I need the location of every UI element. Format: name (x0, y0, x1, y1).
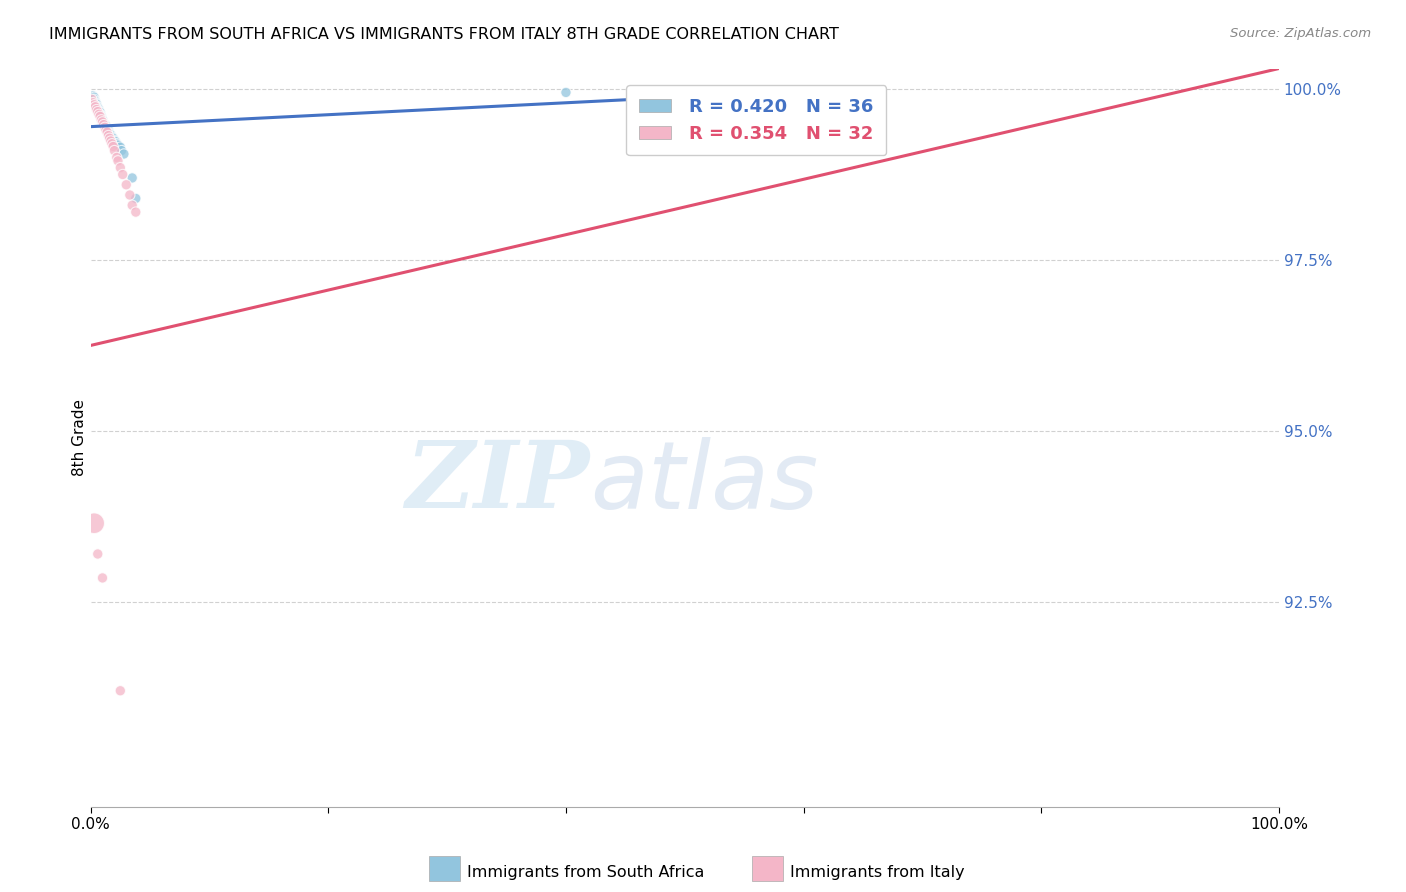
Text: Source: ZipAtlas.com: Source: ZipAtlas.com (1230, 27, 1371, 40)
Text: Immigrants from Italy: Immigrants from Italy (790, 865, 965, 880)
Point (107, 138, 129, 153)
Text: IMMIGRANTS FROM SOUTH AFRICA VS IMMIGRANTS FROM ITALY 8TH GRADE CORRELATION CHAR: IMMIGRANTS FROM SOUTH AFRICA VS IMMIGRAN… (49, 27, 839, 42)
Point (90, 109, 112, 123)
Point (111, 168, 134, 182)
Point (98, 127, 121, 141)
Point (94, 123, 117, 137)
Point (87, 101, 110, 115)
Point (125, 191, 148, 205)
Point (110, 140, 132, 154)
Point (100, 134, 122, 148)
Point (118, 188, 141, 202)
Point (91, 571, 114, 585)
Point (91, 112, 114, 127)
Point (112, 147, 135, 161)
Point (80, 92, 103, 106)
Point (82, 95, 104, 110)
Point (90, 112, 112, 127)
Legend: R = 0.420   N = 36, R = 0.354   N = 32: R = 0.420 N = 36, R = 0.354 N = 32 (626, 85, 886, 155)
Point (87, 103, 110, 118)
Point (101, 129, 124, 144)
Point (94, 120, 117, 135)
Point (121, 170, 143, 185)
Y-axis label: 8th Grade: 8th Grade (72, 400, 87, 476)
Point (103, 144, 125, 158)
Point (91, 115, 114, 129)
Point (87, 103, 110, 117)
Point (110, 683, 132, 698)
Point (121, 198, 143, 212)
Point (93, 118, 115, 132)
Point (110, 144, 132, 158)
Point (84, 95, 107, 110)
Point (83, 516, 105, 531)
Point (103, 131, 125, 145)
Point (89, 107, 111, 121)
Point (94, 119, 117, 133)
Point (94, 118, 117, 132)
Point (115, 178, 138, 192)
Point (89, 105, 111, 120)
Point (87, 107, 110, 121)
Point (93, 116, 115, 130)
Point (84, 100, 107, 114)
Point (83, 97, 105, 112)
Text: atlas: atlas (589, 436, 818, 527)
Text: Immigrants from South Africa: Immigrants from South Africa (467, 865, 704, 880)
Point (97, 128, 120, 143)
Point (97, 123, 120, 137)
Point (125, 205, 148, 219)
Point (87, 104, 110, 119)
Point (90, 111, 112, 125)
Point (89, 109, 111, 123)
Point (84, 95, 107, 109)
Point (105, 136, 128, 151)
Point (98, 131, 121, 145)
Point (96, 125, 118, 139)
Point (96, 121, 118, 136)
Point (105, 150, 128, 164)
Point (86, 99, 108, 113)
Point (101, 136, 124, 151)
Point (83, 92, 105, 106)
Point (86, 103, 108, 117)
Point (83, 90, 105, 104)
Point (97, 124, 120, 138)
Point (86, 97, 108, 112)
Text: ZIP: ZIP (405, 437, 589, 527)
Point (87, 547, 110, 561)
Point (107, 153, 129, 168)
Point (91, 115, 114, 129)
Point (103, 133, 125, 147)
Point (110, 161, 132, 175)
Point (100, 128, 122, 142)
Point (103, 139, 125, 153)
Point (555, 86, 578, 100)
Point (104, 135, 127, 149)
Point (82, 88, 104, 103)
